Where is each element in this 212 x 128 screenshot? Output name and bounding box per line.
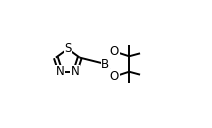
Text: O: O	[110, 45, 119, 58]
Text: S: S	[64, 42, 71, 55]
Text: O: O	[110, 70, 119, 83]
Text: N: N	[71, 65, 80, 78]
Text: N: N	[56, 65, 65, 78]
Text: B: B	[101, 57, 109, 71]
